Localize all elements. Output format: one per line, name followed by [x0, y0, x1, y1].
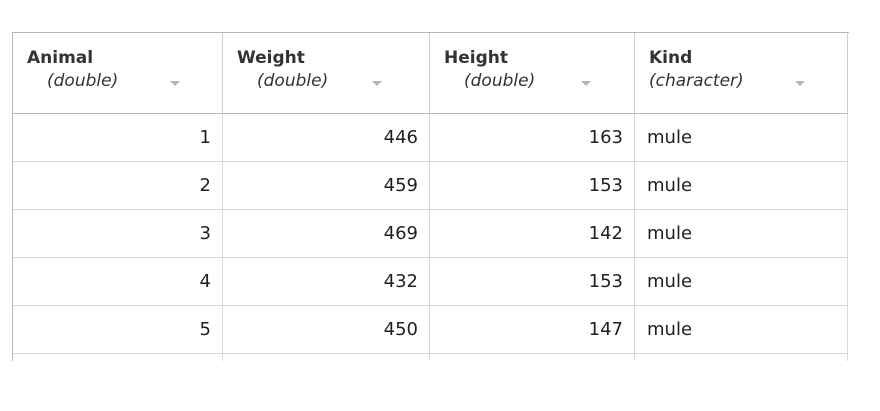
table-row: 4 432 153 mule: [13, 258, 849, 306]
table-row: 3 469 142 mule: [13, 210, 849, 258]
table-row: 1 446 163 mule: [13, 114, 849, 162]
table-row: 2 459 153 mule: [13, 162, 849, 210]
cell-animal[interactable]: 3: [13, 210, 223, 258]
column-header-weight[interactable]: Weight (double): [223, 33, 430, 114]
top-strip: [0, 0, 880, 24]
column-name: Weight: [237, 48, 305, 68]
cell-animal[interactable]: 2: [13, 162, 223, 210]
column-type: (character): [649, 71, 744, 91]
column-type: (double): [464, 71, 536, 91]
grid-header: Animal (double) Weight (double) Height (…: [13, 33, 849, 114]
table-row: 5 450 147 mule: [13, 306, 849, 354]
column-name: Animal: [27, 48, 94, 68]
column-header-animal[interactable]: Animal (double): [13, 33, 223, 114]
cell-empty: [13, 354, 223, 361]
data-grid: Animal (double) Weight (double) Height (…: [12, 32, 849, 361]
cell-kind[interactable]: mule: [635, 258, 848, 306]
cell-weight[interactable]: 469: [223, 210, 430, 258]
table-row-partial: [13, 354, 849, 361]
sort-caret-icon[interactable]: [372, 81, 382, 86]
cell-kind[interactable]: mule: [635, 162, 848, 210]
cell-empty: [635, 354, 848, 361]
column-type: (double): [47, 71, 119, 91]
column-type: (double): [257, 71, 329, 91]
cell-kind[interactable]: mule: [635, 210, 848, 258]
cell-kind[interactable]: mule: [635, 114, 848, 162]
cell-height[interactable]: 142: [430, 210, 635, 258]
column-name: Kind: [649, 48, 693, 68]
column-name: Height: [444, 48, 508, 68]
sort-caret-icon[interactable]: [170, 81, 180, 86]
cell-weight[interactable]: 459: [223, 162, 430, 210]
cell-height[interactable]: 147: [430, 306, 635, 354]
cell-empty: [223, 354, 430, 361]
cell-height[interactable]: 153: [430, 162, 635, 210]
column-header-kind[interactable]: Kind (character): [635, 33, 848, 114]
cell-weight[interactable]: 432: [223, 258, 430, 306]
cell-animal[interactable]: 5: [13, 306, 223, 354]
cell-weight[interactable]: 446: [223, 114, 430, 162]
sort-caret-icon[interactable]: [581, 81, 591, 86]
cell-kind[interactable]: mule: [635, 306, 848, 354]
cell-empty: [430, 354, 635, 361]
cell-animal[interactable]: 1: [13, 114, 223, 162]
cell-height[interactable]: 163: [430, 114, 635, 162]
cell-weight[interactable]: 450: [223, 306, 430, 354]
cell-height[interactable]: 153: [430, 258, 635, 306]
column-header-height[interactable]: Height (double): [430, 33, 635, 114]
sort-caret-icon[interactable]: [795, 81, 805, 86]
cell-animal[interactable]: 4: [13, 258, 223, 306]
